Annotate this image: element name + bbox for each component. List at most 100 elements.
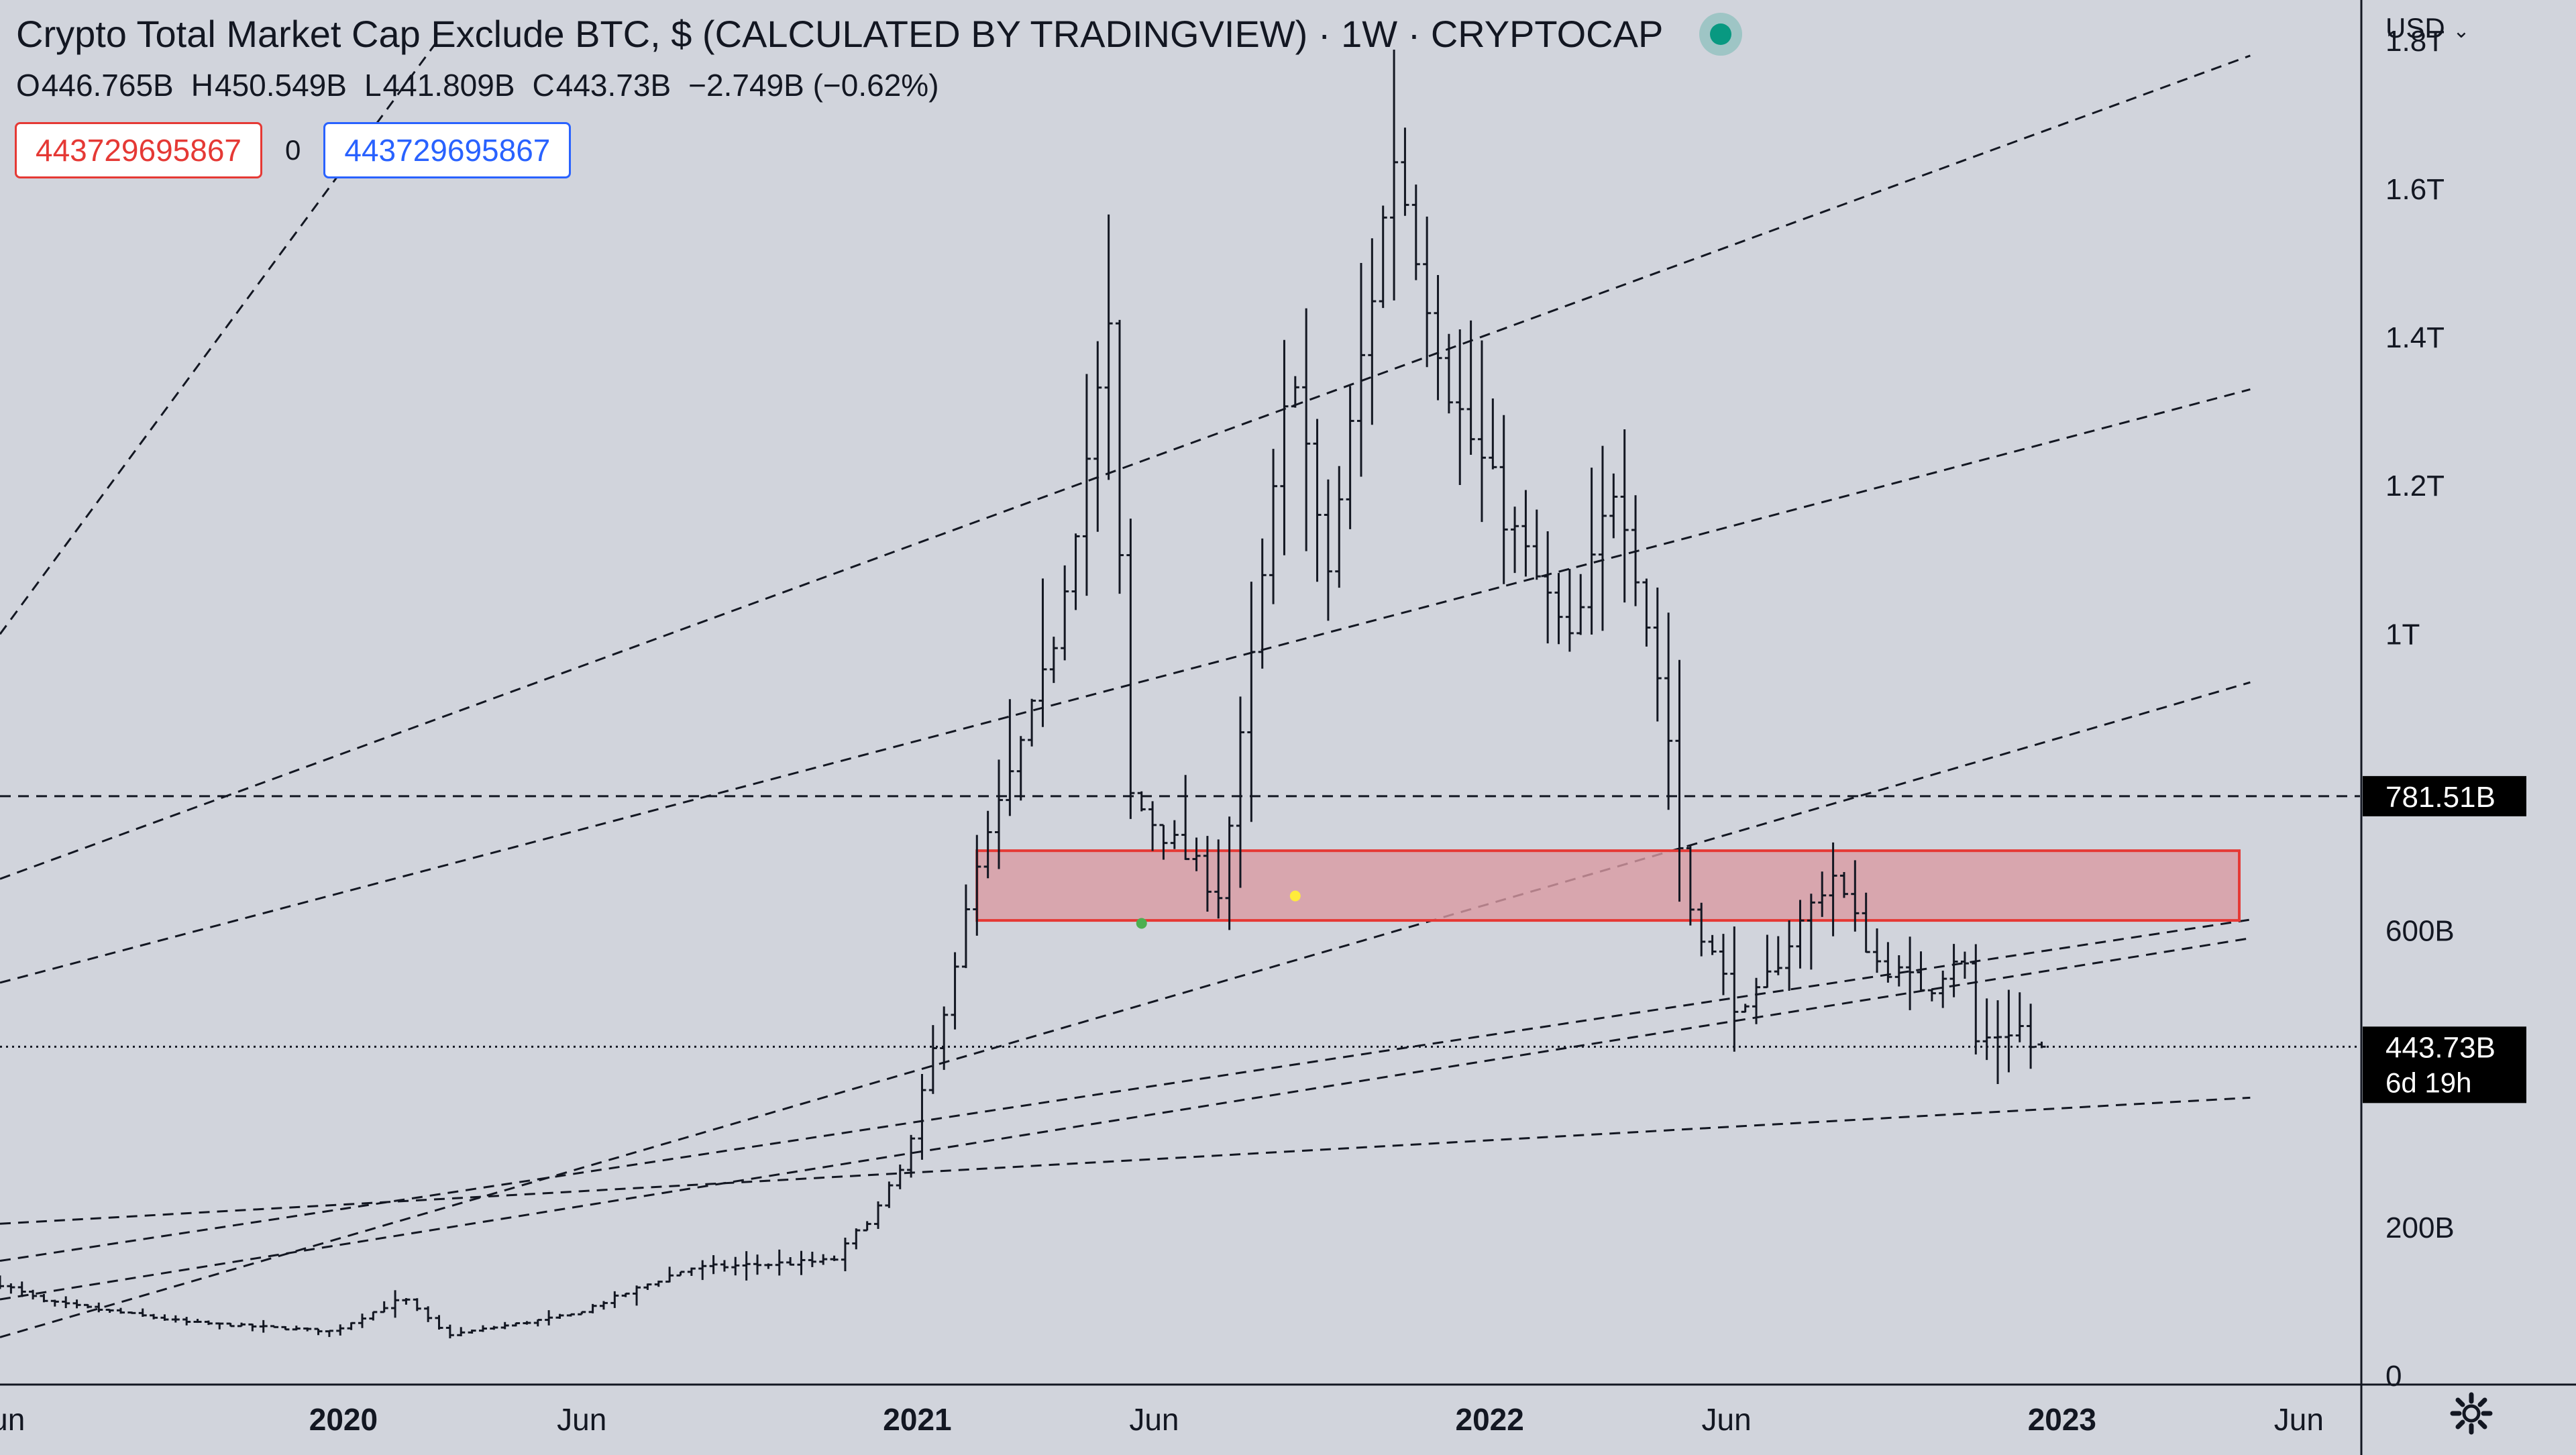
- trendline-3: [0, 918, 2251, 1262]
- chart-title: Crypto Total Market Cap Exclude BTC, $ (…: [16, 13, 1664, 55]
- ohlc-bar: [983, 810, 992, 879]
- ohlc-bar: [1972, 944, 1980, 1055]
- ohlc-bar: [1917, 951, 1925, 991]
- ohlc-bar: [336, 1324, 345, 1336]
- ohlc-bar: [1785, 920, 1794, 991]
- value-inputs-row: 443729695867 0 443729695867: [15, 122, 572, 178]
- ohlc-open: O446.765B: [16, 68, 174, 103]
- ohlc-bar: [621, 1292, 630, 1297]
- point-marker-0: [1136, 918, 1147, 929]
- ohlc-bar: [961, 884, 970, 969]
- ohlc-bar: [1006, 699, 1014, 816]
- ohlc-bar: [1741, 1004, 1750, 1013]
- ohlc-bar: [918, 1074, 926, 1160]
- ohlc-bar: [490, 1326, 498, 1330]
- ohlc-bar: [995, 759, 1004, 869]
- ohlc-bar: [1159, 824, 1168, 860]
- ohlc-bar: [1258, 538, 1267, 669]
- ohlc-bar: [1401, 127, 1409, 216]
- ohlc-bar: [2037, 1041, 2046, 1048]
- currency-label: USD: [2385, 12, 2445, 44]
- horizontal-line-price-label: [2363, 775, 2526, 816]
- ohlc-bar: [1291, 376, 1299, 408]
- ohlc-bar: [72, 1299, 81, 1309]
- ohlc-bar: [709, 1255, 718, 1275]
- ohlc-bar: [0, 1275, 4, 1289]
- ohlc-bar: [7, 1283, 15, 1294]
- ohlc-close: C443.73B: [532, 68, 672, 103]
- ohlc-bar: [588, 1303, 597, 1313]
- ohlc-bar: [1894, 955, 1903, 987]
- ohlc-bar: [1960, 951, 1969, 979]
- ohlc-bar: [1982, 998, 1991, 1061]
- ohlc-bar: [1565, 569, 1574, 652]
- ohlc-bar: [786, 1257, 795, 1266]
- ohlc-bar: [1225, 816, 1234, 930]
- ohlc-bar: [687, 1267, 696, 1276]
- ohlc-bar: [1719, 934, 1727, 995]
- ohlc-bar: [676, 1271, 685, 1277]
- ohlc-bar: [105, 1309, 114, 1313]
- ohlc-bar: [248, 1323, 257, 1332]
- y-tick-label: 200B: [2385, 1211, 2455, 1244]
- trendline-6: [0, 937, 2251, 1301]
- ohlc-bar: [1752, 977, 1761, 1024]
- ohlc-bar: [204, 1320, 213, 1326]
- ohlc-bar: [281, 1326, 290, 1331]
- ohlc-bar: [435, 1315, 443, 1330]
- ohlc-bar: [764, 1263, 773, 1269]
- ohlc-bar: [1499, 415, 1508, 584]
- ohlc-bar: [1631, 495, 1640, 606]
- ohlc-bar: [1082, 374, 1091, 596]
- ohlc-bar: [1873, 928, 1882, 973]
- ohlc-bar: [1324, 479, 1332, 621]
- ohlc-bar: [160, 1314, 169, 1321]
- ohlc-bar: [215, 1322, 224, 1330]
- currency-selector[interactable]: USD ⌄: [2385, 12, 2470, 44]
- x-tick-label: Jun: [2274, 1402, 2324, 1437]
- ohlc-bar: [83, 1303, 92, 1309]
- x-tick-label: un: [0, 1402, 25, 1437]
- ohlc-bar: [1456, 329, 1464, 486]
- ohlc-bar: [797, 1250, 806, 1275]
- ohlc-bar: [1104, 214, 1113, 480]
- gear-icon[interactable]: [2450, 1392, 2493, 1435]
- low-value-box[interactable]: 443729695867: [15, 122, 262, 178]
- ohlc-bar: [1477, 340, 1486, 523]
- ohlc-bar: [478, 1325, 487, 1332]
- ohlc-bar: [1302, 308, 1311, 551]
- ohlc-bar: [1346, 386, 1354, 529]
- ohlc-bar: [1829, 842, 1837, 936]
- y-tick-label: 1.4T: [2385, 321, 2445, 354]
- ohlc-bar: [413, 1298, 421, 1311]
- ohlc-bar: [852, 1228, 861, 1250]
- ohlc-bar: [314, 1328, 323, 1336]
- ohlc-bar: [1466, 320, 1475, 455]
- ohlc-bar: [259, 1319, 268, 1333]
- x-tick-label: Jun: [557, 1402, 606, 1437]
- ohlc-bar: [1423, 216, 1432, 368]
- horizontal-lines-layer: [0, 795, 2360, 1048]
- ohlc-bar: [270, 1325, 279, 1328]
- ohlc-bar: [1247, 582, 1256, 822]
- chart-title-row[interactable]: Crypto Total Market Cap Exclude BTC, $ (…: [16, 12, 1732, 56]
- ohlc-bar: [863, 1221, 871, 1232]
- x-tick-label: 2020: [309, 1402, 378, 1437]
- ohlc-bar: [896, 1165, 904, 1189]
- ohlc-bar: [633, 1285, 641, 1306]
- ohlc-bar: [1335, 466, 1344, 588]
- high-value-box[interactable]: 443729695867: [323, 122, 572, 178]
- ohlc-bar: [1061, 565, 1069, 661]
- ohlc-bar: [2004, 989, 2013, 1073]
- ohlc-bar: [940, 1006, 949, 1070]
- ohlc-bar: [1697, 902, 1706, 957]
- ohlc-bar: [1148, 801, 1157, 851]
- ohlc-bar: [643, 1283, 652, 1290]
- ohlc-bar: [127, 1311, 136, 1314]
- ohlc-bars-layer: [0, 50, 2046, 1339]
- ohlc-bar: [566, 1313, 575, 1317]
- ohlc-bar: [1390, 50, 1399, 301]
- ohlc-bar: [1192, 837, 1201, 871]
